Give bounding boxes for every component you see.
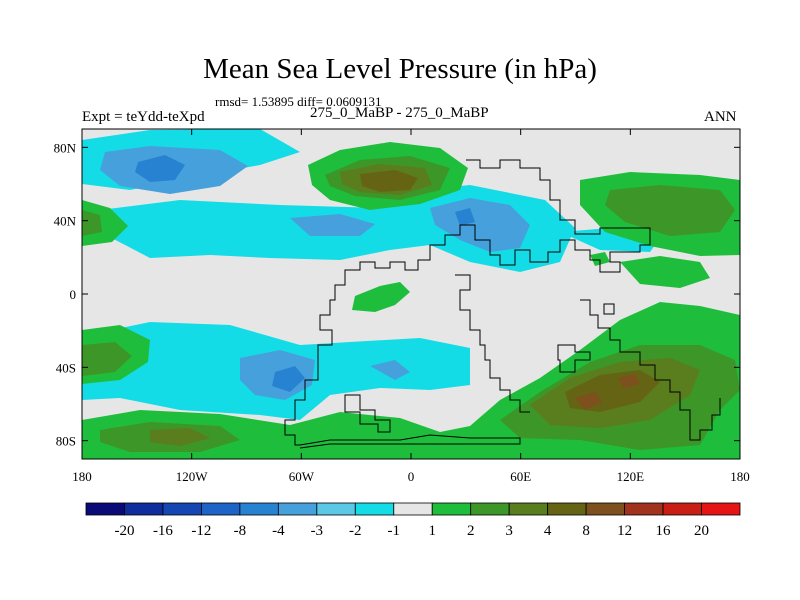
colorbar-level-label: -8	[234, 523, 247, 539]
y-tick-label: 0	[70, 287, 77, 302]
stats-text: rmsd= 1.53895 diff= 0.0609131	[215, 94, 382, 109]
colorbar-level-label: 4	[544, 523, 552, 539]
colorbar-level-label: -16	[153, 523, 173, 539]
coastlines	[284, 159, 721, 449]
contour-field	[82, 129, 740, 459]
contour-redbrown-2	[618, 374, 640, 388]
colorbar-swatch	[124, 502, 164, 516]
contour-olive-west-s	[82, 342, 132, 376]
x-tick-label: 120E	[617, 469, 645, 484]
coastline-small-island	[603, 303, 615, 315]
comparison-label: 275_0_MaBP - 275_0_MaBP	[310, 105, 489, 121]
colorbar-level-label: -3	[311, 523, 324, 539]
colorbar-level-label: 8	[582, 523, 590, 539]
x-tick-label: 60W	[289, 469, 315, 484]
colorbar-swatch	[393, 502, 433, 516]
contour-darkblue-2	[272, 366, 305, 392]
season-label: ANN	[704, 109, 737, 125]
contour-olive-east-n	[605, 185, 735, 236]
colorbar-swatch	[624, 502, 664, 516]
colorbar-swatch	[470, 502, 510, 516]
colorbar-level-label: -1	[388, 523, 401, 539]
contour-blue-2	[290, 214, 375, 236]
contour-darkblue-1	[135, 155, 185, 182]
contour-brown-sw	[150, 428, 210, 446]
colorbar-level-label: -20	[114, 523, 134, 539]
colorbar-swatch	[162, 502, 202, 516]
y-tick-label: 80N	[54, 140, 77, 155]
colorbar: -20 -16 -12 -8 -4 -3 -2 -1 1 2 3 4 8 12 16 20	[85, 502, 741, 539]
contour-olive-west-edge	[82, 210, 102, 236]
colorbar-level-label: -4	[272, 523, 285, 539]
contour-blue-5	[370, 360, 410, 380]
colorbar-level-label: 2	[467, 523, 475, 539]
colorbar-level-label: -12	[191, 523, 211, 539]
contour-green-west-n	[82, 200, 128, 246]
contour-darkblue-3	[455, 208, 475, 226]
x-tick-label: 60E	[510, 469, 531, 484]
contour-green-east-mid	[620, 256, 710, 288]
coastline-antarctic	[299, 434, 521, 449]
coastline-australia	[557, 344, 591, 373]
contour-green-island	[352, 282, 410, 312]
colorbar-swatch	[239, 502, 279, 516]
colorbar-level-label: 3	[505, 523, 513, 539]
colorbar-swatch	[585, 502, 625, 516]
colorbar-level-label: 20	[694, 523, 709, 539]
chart-title: Mean Sea Level Pressure (in hPa)	[203, 53, 597, 85]
colorbar-swatch	[431, 502, 472, 516]
colorbar-level-label: -2	[349, 523, 362, 539]
contour-darkbrown-arctic	[360, 170, 418, 192]
colorbar-swatch	[547, 502, 587, 516]
x-tick-label: 180	[730, 469, 750, 484]
colorbar-swatch	[277, 502, 318, 516]
colorbar-swatch	[662, 502, 702, 516]
axis-ticks: 180 120W 60W 0 60E 120E 180 80N 40N 0 40S 80S	[54, 129, 750, 484]
y-tick-label: 40S	[56, 360, 76, 375]
colorbar-swatch	[354, 502, 395, 516]
colorbar-level-label: 12	[617, 523, 632, 539]
contour-green-south-west-lobe	[590, 252, 610, 266]
x-tick-label: 120W	[176, 469, 209, 484]
colorbar-swatch	[701, 502, 741, 516]
coastline-asia-east	[580, 299, 721, 441]
y-tick-label: 40N	[54, 214, 77, 229]
coastline-americas-europe	[284, 159, 651, 446]
colorbar-swatch	[316, 502, 356, 516]
x-tick-label: 180	[72, 469, 92, 484]
colorbar-swatch	[508, 502, 549, 516]
contour-redbrown-1	[575, 392, 602, 410]
contour-blue-3	[430, 198, 530, 252]
coastline-africa	[455, 274, 530, 413]
coastline-south-america	[344, 394, 391, 433]
colorbar-swatch	[201, 502, 241, 516]
experiment-label: Expt = teYdd-teXpd	[82, 109, 205, 125]
colorbar-level-label: 16	[656, 523, 672, 539]
colorbar-swatch	[85, 502, 125, 516]
colorbar-level-label: 1	[428, 523, 436, 539]
y-tick-label: 80S	[56, 434, 76, 449]
x-tick-label: 0	[408, 469, 415, 484]
